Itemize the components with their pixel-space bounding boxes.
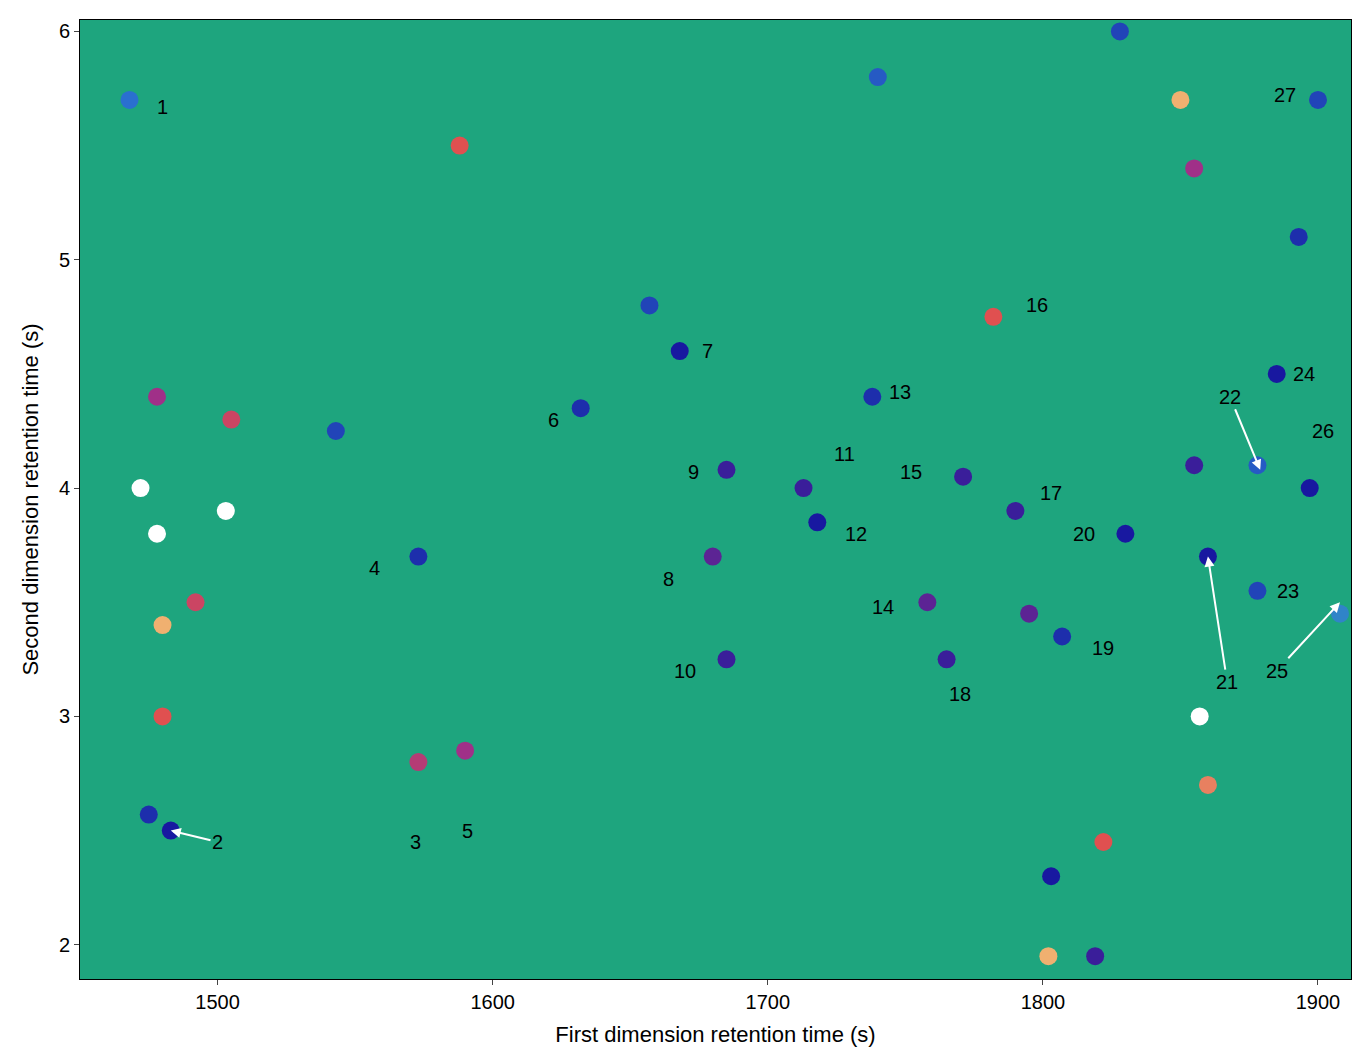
svg-text:11: 11: [834, 443, 855, 465]
svg-text:1900: 1900: [1296, 991, 1341, 1013]
svg-text:20: 20: [1073, 523, 1095, 545]
svg-text:First dimension retention time: First dimension retention time (s): [555, 1022, 875, 1047]
svg-text:14: 14: [872, 596, 894, 618]
svg-text:8: 8: [663, 568, 674, 590]
svg-text:24: 24: [1293, 363, 1315, 385]
svg-text:23: 23: [1277, 580, 1299, 602]
svg-text:19: 19: [1092, 637, 1114, 659]
svg-text:6: 6: [548, 409, 559, 431]
svg-text:10: 10: [674, 660, 696, 682]
svg-text:16: 16: [1026, 294, 1048, 316]
svg-text:18: 18: [949, 683, 971, 705]
svg-text:25: 25: [1266, 660, 1288, 682]
svg-text:21: 21: [1216, 671, 1238, 693]
svg-text:17: 17: [1040, 482, 1062, 504]
svg-text:1600: 1600: [470, 991, 515, 1013]
svg-text:4: 4: [59, 477, 70, 499]
svg-text:3: 3: [410, 831, 421, 853]
svg-text:15: 15: [900, 461, 922, 483]
svg-text:7: 7: [702, 340, 713, 362]
svg-text:26: 26: [1312, 420, 1334, 442]
svg-text:5: 5: [462, 820, 473, 842]
svg-text:9: 9: [688, 461, 699, 483]
svg-text:13: 13: [889, 381, 911, 403]
svg-text:6: 6: [59, 20, 70, 42]
svg-text:22: 22: [1219, 386, 1241, 408]
svg-text:1500: 1500: [195, 991, 240, 1013]
svg-text:1: 1: [157, 96, 168, 118]
svg-text:5: 5: [59, 249, 70, 271]
svg-text:4: 4: [369, 557, 380, 579]
svg-text:12: 12: [845, 523, 867, 545]
svg-text:2: 2: [212, 831, 223, 853]
svg-text:Second dimension retention tim: Second dimension retention time (s): [18, 323, 43, 675]
svg-text:3: 3: [59, 705, 70, 727]
svg-text:2: 2: [59, 934, 70, 956]
svg-text:27: 27: [1274, 84, 1296, 106]
svg-text:1800: 1800: [1021, 991, 1066, 1013]
svg-text:1700: 1700: [746, 991, 791, 1013]
